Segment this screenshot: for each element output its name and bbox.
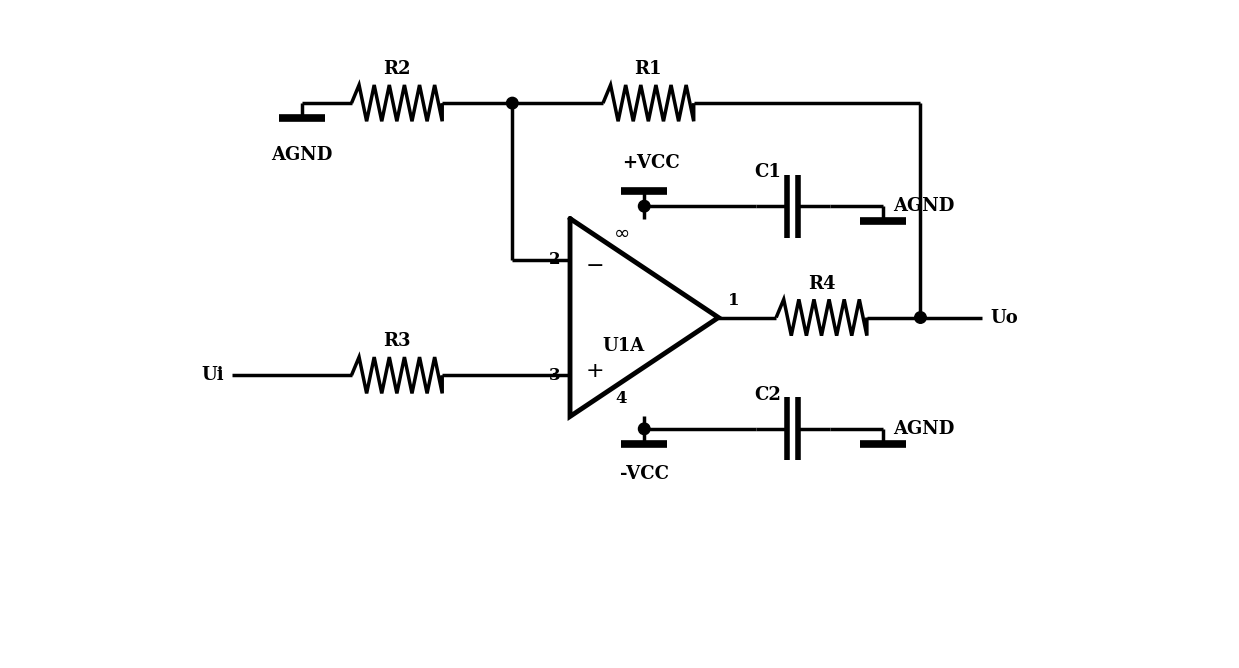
Circle shape	[638, 423, 650, 435]
Text: 4: 4	[616, 390, 627, 407]
Text: R1: R1	[634, 60, 662, 78]
Text: C2: C2	[755, 386, 782, 404]
Text: +VCC: +VCC	[622, 154, 680, 172]
Text: AGND: AGND	[271, 146, 333, 164]
Text: $\infty$: $\infty$	[613, 224, 629, 242]
Text: 1: 1	[729, 293, 740, 309]
Text: U1A: U1A	[602, 337, 644, 355]
Circle shape	[914, 312, 927, 323]
Circle shape	[507, 98, 518, 109]
Text: R2: R2	[383, 60, 410, 78]
Text: $-$: $-$	[585, 253, 603, 275]
Text: C1: C1	[755, 164, 782, 182]
Text: AGND: AGND	[893, 197, 954, 215]
Text: 3: 3	[549, 367, 560, 383]
Text: -VCC: -VCC	[620, 465, 669, 483]
Text: R3: R3	[383, 333, 410, 351]
Text: Uo: Uo	[990, 309, 1018, 327]
Circle shape	[638, 200, 650, 212]
Text: R4: R4	[808, 275, 835, 293]
Text: Ui: Ui	[201, 366, 224, 384]
Text: 2: 2	[549, 251, 560, 269]
Text: $+$: $+$	[585, 360, 603, 382]
Text: AGND: AGND	[893, 420, 954, 438]
